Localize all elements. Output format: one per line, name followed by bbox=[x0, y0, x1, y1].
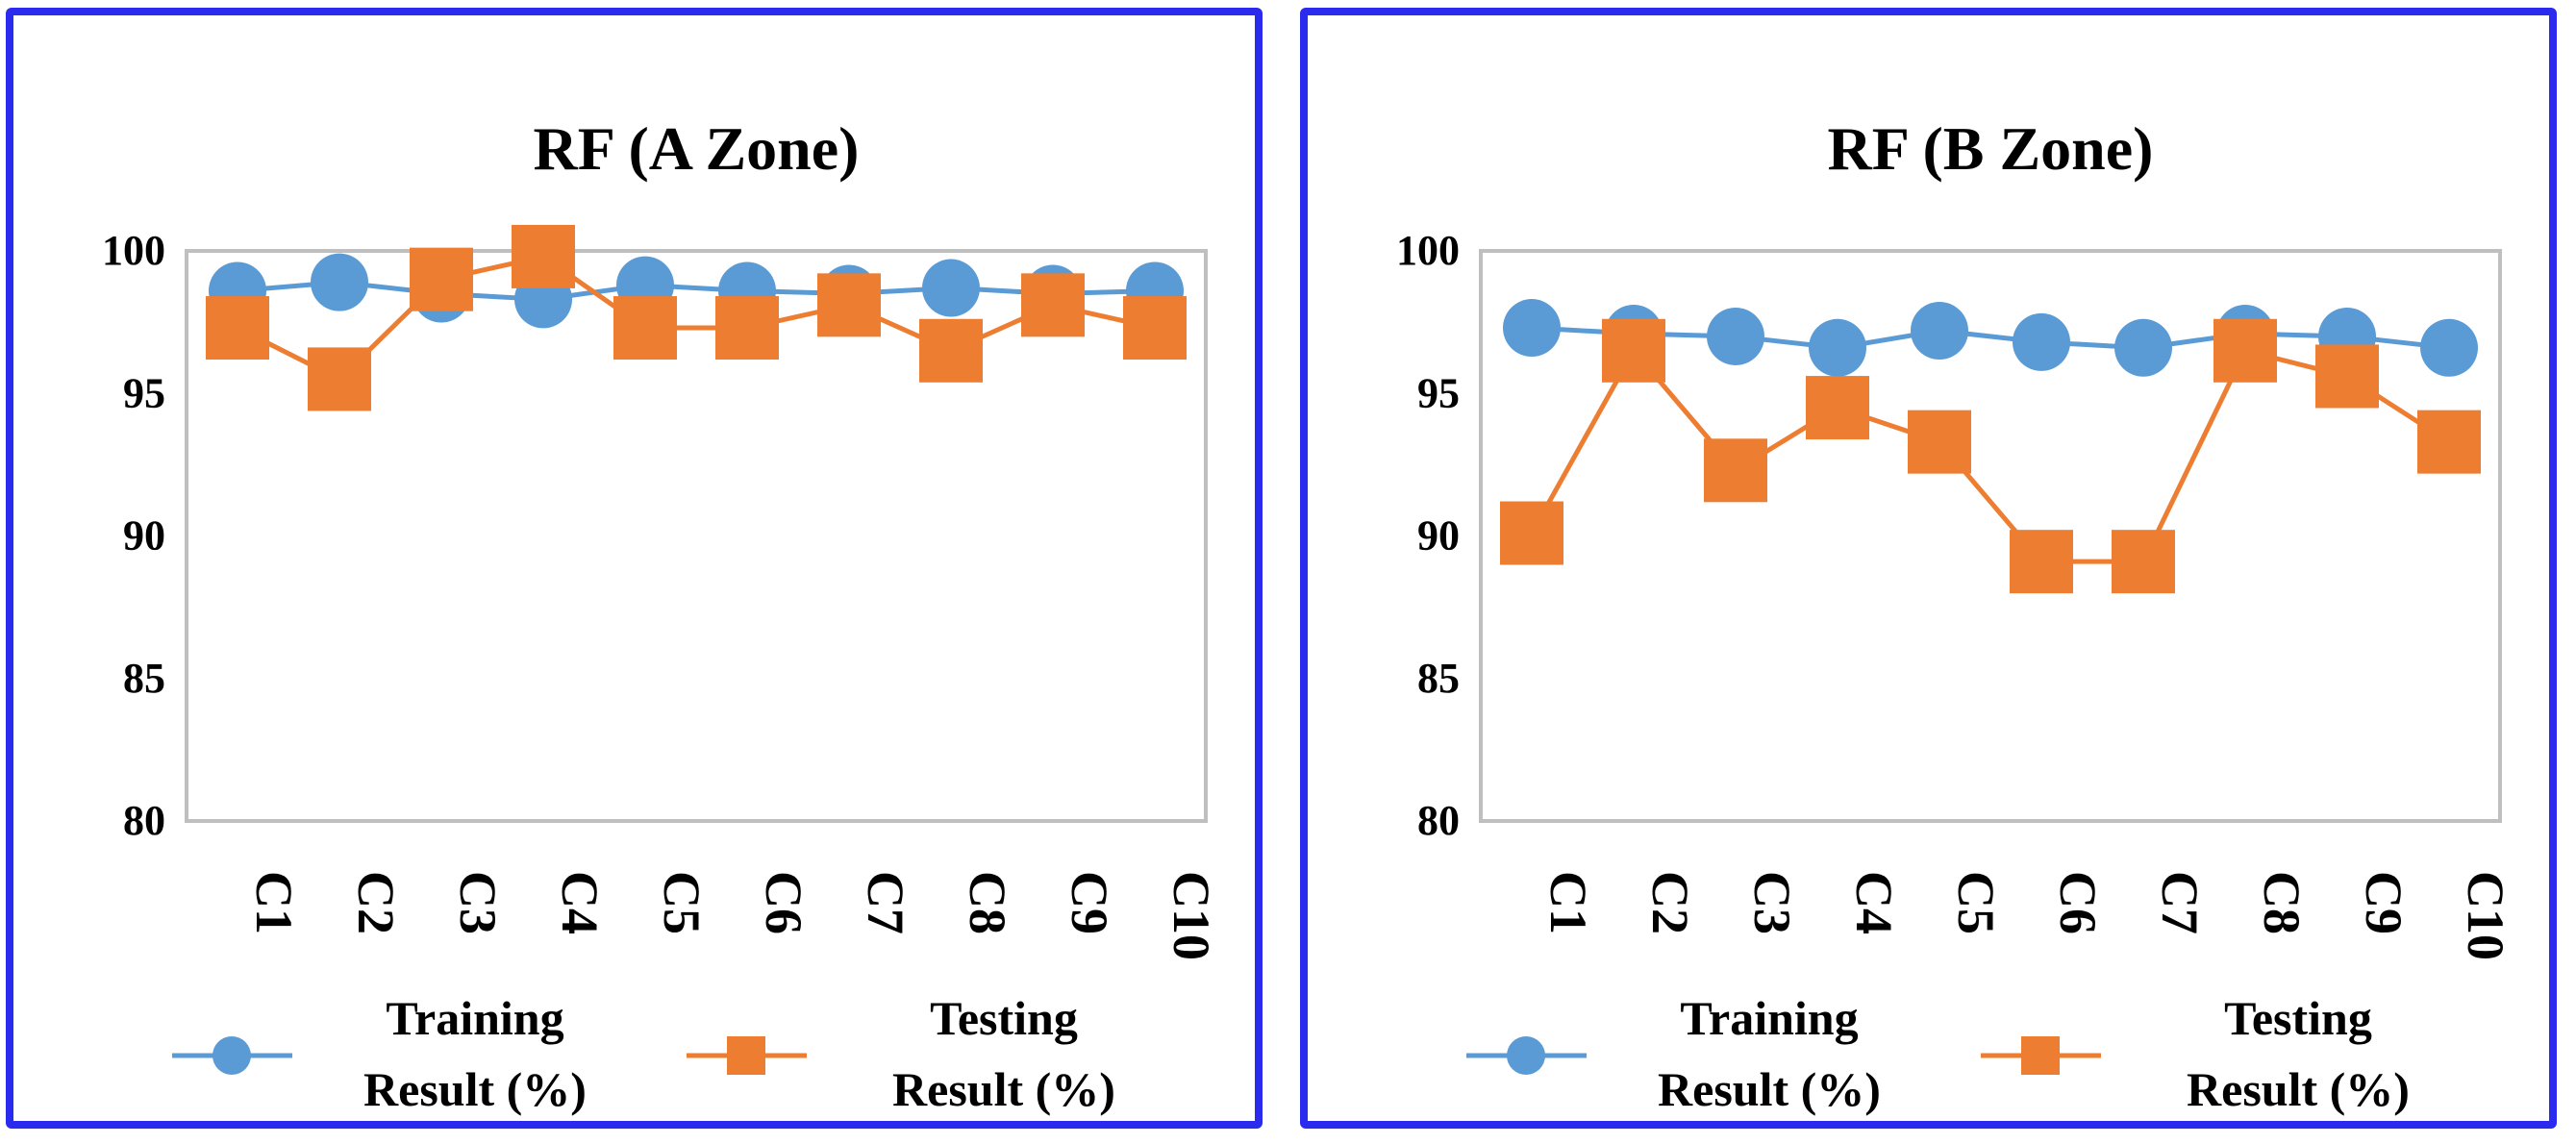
legend-label-line1: Training bbox=[1680, 991, 1858, 1045]
legend-label-line2: Result (%) bbox=[363, 1062, 587, 1116]
chart-panel-b-zone: RF (B Zone) 80 85 90 95 100 C1 C2 C3 C4 C5 C6 C7 C8 C9… bbox=[1300, 8, 2557, 1129]
y-tick-label: 95 bbox=[1417, 369, 1460, 416]
x-tick-label: C10 bbox=[1163, 871, 1220, 960]
y-tick-label: 90 bbox=[123, 512, 165, 560]
y-tick-label: 80 bbox=[123, 797, 165, 844]
x-tick-label: C10 bbox=[2457, 871, 2514, 960]
y-tick-label: 100 bbox=[102, 227, 165, 274]
chart-title: RF (B Zone) bbox=[1828, 114, 2154, 183]
training-point bbox=[1809, 318, 1866, 377]
testing-point bbox=[2010, 530, 2073, 594]
testing-point bbox=[2315, 344, 2379, 409]
testing-point bbox=[1704, 438, 1767, 503]
x-tick-label: C6 bbox=[755, 871, 813, 934]
legend-label-line2: Result (%) bbox=[892, 1062, 1115, 1116]
series-line-testing bbox=[1529, 346, 2451, 564]
legend-label-line2: Result (%) bbox=[2187, 1062, 2410, 1116]
training-point bbox=[311, 253, 368, 311]
x-tick-label: C1 bbox=[245, 871, 303, 934]
chart-panel-a-zone: RF (A Zone) 80 85 90 95 100 C1 C2 C3 C4 C5 C6 C7 C8 C9… bbox=[6, 8, 1263, 1129]
testing-point bbox=[1123, 296, 1187, 361]
x-tick-label: C9 bbox=[2355, 871, 2413, 934]
testing-point bbox=[817, 273, 881, 337]
x-tick-label: C2 bbox=[347, 871, 405, 934]
y-tick-label: 80 bbox=[1417, 797, 1460, 844]
x-tick-label: C9 bbox=[1061, 871, 1118, 934]
y-tick-label: 85 bbox=[123, 655, 165, 702]
testing-point bbox=[715, 296, 779, 361]
training-point bbox=[2114, 318, 2172, 377]
x-tick-label: C1 bbox=[1539, 871, 1597, 934]
x-tick-label: C8 bbox=[2253, 871, 2311, 934]
chart-b-zone: RF (B Zone) 80 85 90 95 100 C1 C2 C3 C4 C5 C6 C7 C8 C9… bbox=[1396, 114, 2514, 1116]
y-tick-label: 95 bbox=[123, 369, 165, 416]
training-point bbox=[1707, 307, 1764, 365]
testing-point bbox=[308, 347, 371, 411]
testing-point bbox=[1908, 410, 1971, 474]
testing-point bbox=[1602, 318, 1665, 383]
x-tick-label: C4 bbox=[1845, 871, 1903, 934]
legend-label-line1: Testing bbox=[930, 991, 1078, 1045]
training-point bbox=[922, 259, 980, 317]
series-line-testing bbox=[236, 254, 1156, 383]
legend-marker-square bbox=[727, 1036, 765, 1075]
testing-point bbox=[1021, 273, 1085, 337]
legend-label-line1: Training bbox=[386, 991, 563, 1045]
x-tick-label: C3 bbox=[1743, 871, 1801, 934]
training-point bbox=[1503, 299, 1561, 358]
testing-point bbox=[206, 296, 269, 361]
x-tick-label: C7 bbox=[857, 871, 914, 934]
testing-point bbox=[2112, 530, 2175, 594]
testing-point bbox=[2213, 318, 2277, 383]
legend-marker-square bbox=[2021, 1036, 2060, 1075]
series-line-training bbox=[237, 280, 1156, 302]
chart-title: RF (A Zone) bbox=[534, 114, 860, 183]
testing-point bbox=[2417, 410, 2481, 474]
testing-point bbox=[1500, 501, 1563, 565]
testing-point bbox=[1806, 376, 1869, 440]
testing-point bbox=[512, 224, 575, 288]
testing-point bbox=[919, 318, 983, 383]
x-tick-label: C8 bbox=[959, 871, 1016, 934]
chart-a-zone: RF (A Zone) 80 85 90 95 100 C1 C2 C3 C4 C5 C6 C7 C8 C9… bbox=[102, 114, 1220, 1116]
plot-area bbox=[1479, 249, 2502, 823]
series-line-training bbox=[1531, 325, 2450, 351]
x-tick-label: C3 bbox=[449, 871, 507, 934]
legend-marker-circle bbox=[213, 1036, 251, 1075]
testing-point bbox=[410, 247, 473, 311]
y-tick-label: 90 bbox=[1417, 512, 1460, 560]
x-tick-label: C5 bbox=[653, 871, 711, 934]
x-tick-label: C2 bbox=[1641, 871, 1699, 934]
plot-area bbox=[185, 249, 1208, 823]
training-point bbox=[2013, 312, 2070, 371]
x-tick-label: C7 bbox=[2151, 871, 2209, 934]
x-tick-label: C6 bbox=[2049, 871, 2107, 934]
legend-label-line2: Result (%) bbox=[1658, 1062, 1881, 1116]
y-tick-label: 85 bbox=[1417, 655, 1460, 702]
x-tick-label: C4 bbox=[551, 871, 609, 934]
legend-marker-circle bbox=[1507, 1036, 1545, 1075]
x-tick-label: C5 bbox=[1947, 871, 2005, 934]
legend-label-line1: Testing bbox=[2224, 991, 2372, 1045]
testing-point bbox=[613, 296, 677, 361]
training-point bbox=[1911, 302, 1968, 361]
training-point bbox=[2420, 318, 2478, 377]
y-tick-label: 100 bbox=[1396, 227, 1460, 274]
